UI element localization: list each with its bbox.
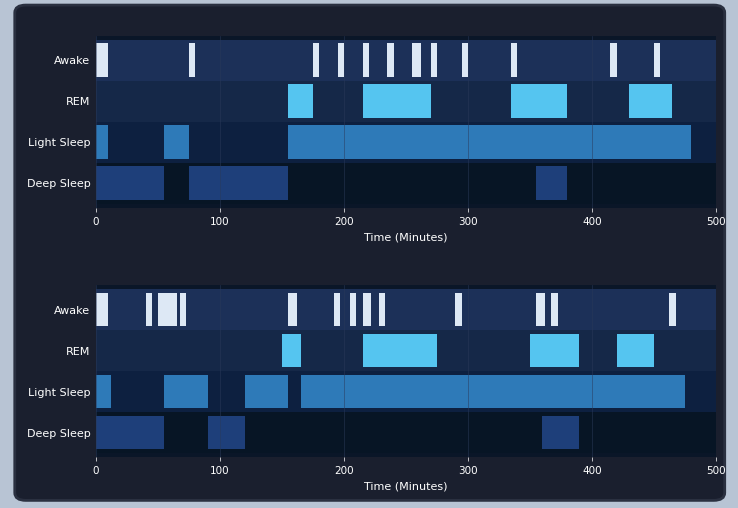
X-axis label: Time (Minutes): Time (Minutes): [364, 232, 448, 242]
Bar: [189, 166, 288, 200]
Bar: [551, 293, 559, 327]
Bar: [288, 125, 313, 159]
Bar: [511, 84, 567, 118]
Bar: [96, 81, 716, 121]
Bar: [96, 330, 716, 371]
Bar: [96, 293, 108, 327]
Bar: [629, 84, 672, 118]
Bar: [180, 293, 187, 327]
Bar: [542, 416, 579, 450]
Bar: [362, 43, 369, 77]
Bar: [530, 334, 579, 367]
Bar: [245, 375, 288, 408]
Bar: [511, 125, 567, 159]
Bar: [313, 125, 362, 159]
Bar: [189, 43, 195, 77]
Bar: [362, 375, 437, 408]
Bar: [362, 125, 431, 159]
Bar: [672, 125, 691, 159]
Bar: [96, 375, 111, 408]
Bar: [164, 375, 207, 408]
Bar: [654, 43, 660, 77]
FancyBboxPatch shape: [15, 5, 725, 500]
Bar: [617, 334, 654, 367]
Bar: [145, 293, 152, 327]
Bar: [431, 43, 437, 77]
Bar: [610, 43, 617, 77]
Bar: [579, 375, 617, 408]
Bar: [96, 40, 716, 81]
Bar: [412, 43, 421, 77]
Bar: [158, 293, 164, 327]
Bar: [567, 125, 629, 159]
Bar: [288, 84, 313, 118]
Bar: [530, 375, 579, 408]
Bar: [629, 125, 672, 159]
Bar: [455, 293, 462, 327]
Bar: [338, 43, 344, 77]
Bar: [362, 293, 371, 327]
Bar: [362, 84, 431, 118]
Bar: [300, 375, 362, 408]
Bar: [96, 289, 716, 330]
X-axis label: Time (Minutes): Time (Minutes): [364, 482, 448, 492]
Bar: [669, 293, 676, 327]
Bar: [96, 163, 716, 204]
Bar: [96, 371, 716, 412]
Bar: [96, 416, 164, 450]
Bar: [164, 293, 170, 327]
Bar: [536, 293, 545, 327]
Bar: [350, 293, 356, 327]
Bar: [96, 125, 108, 159]
Bar: [362, 334, 437, 367]
Bar: [462, 43, 468, 77]
Bar: [313, 43, 319, 77]
Bar: [511, 43, 517, 77]
Bar: [170, 293, 176, 327]
Bar: [437, 375, 530, 408]
Bar: [96, 121, 716, 163]
Bar: [617, 375, 654, 408]
Bar: [207, 416, 245, 450]
Bar: [164, 125, 189, 159]
Bar: [334, 293, 340, 327]
Bar: [379, 293, 384, 327]
Bar: [654, 375, 685, 408]
Bar: [282, 334, 300, 367]
Bar: [431, 125, 511, 159]
Bar: [387, 43, 393, 77]
Bar: [288, 293, 297, 327]
Bar: [96, 43, 108, 77]
Bar: [96, 166, 164, 200]
Bar: [96, 412, 716, 453]
Bar: [536, 166, 567, 200]
